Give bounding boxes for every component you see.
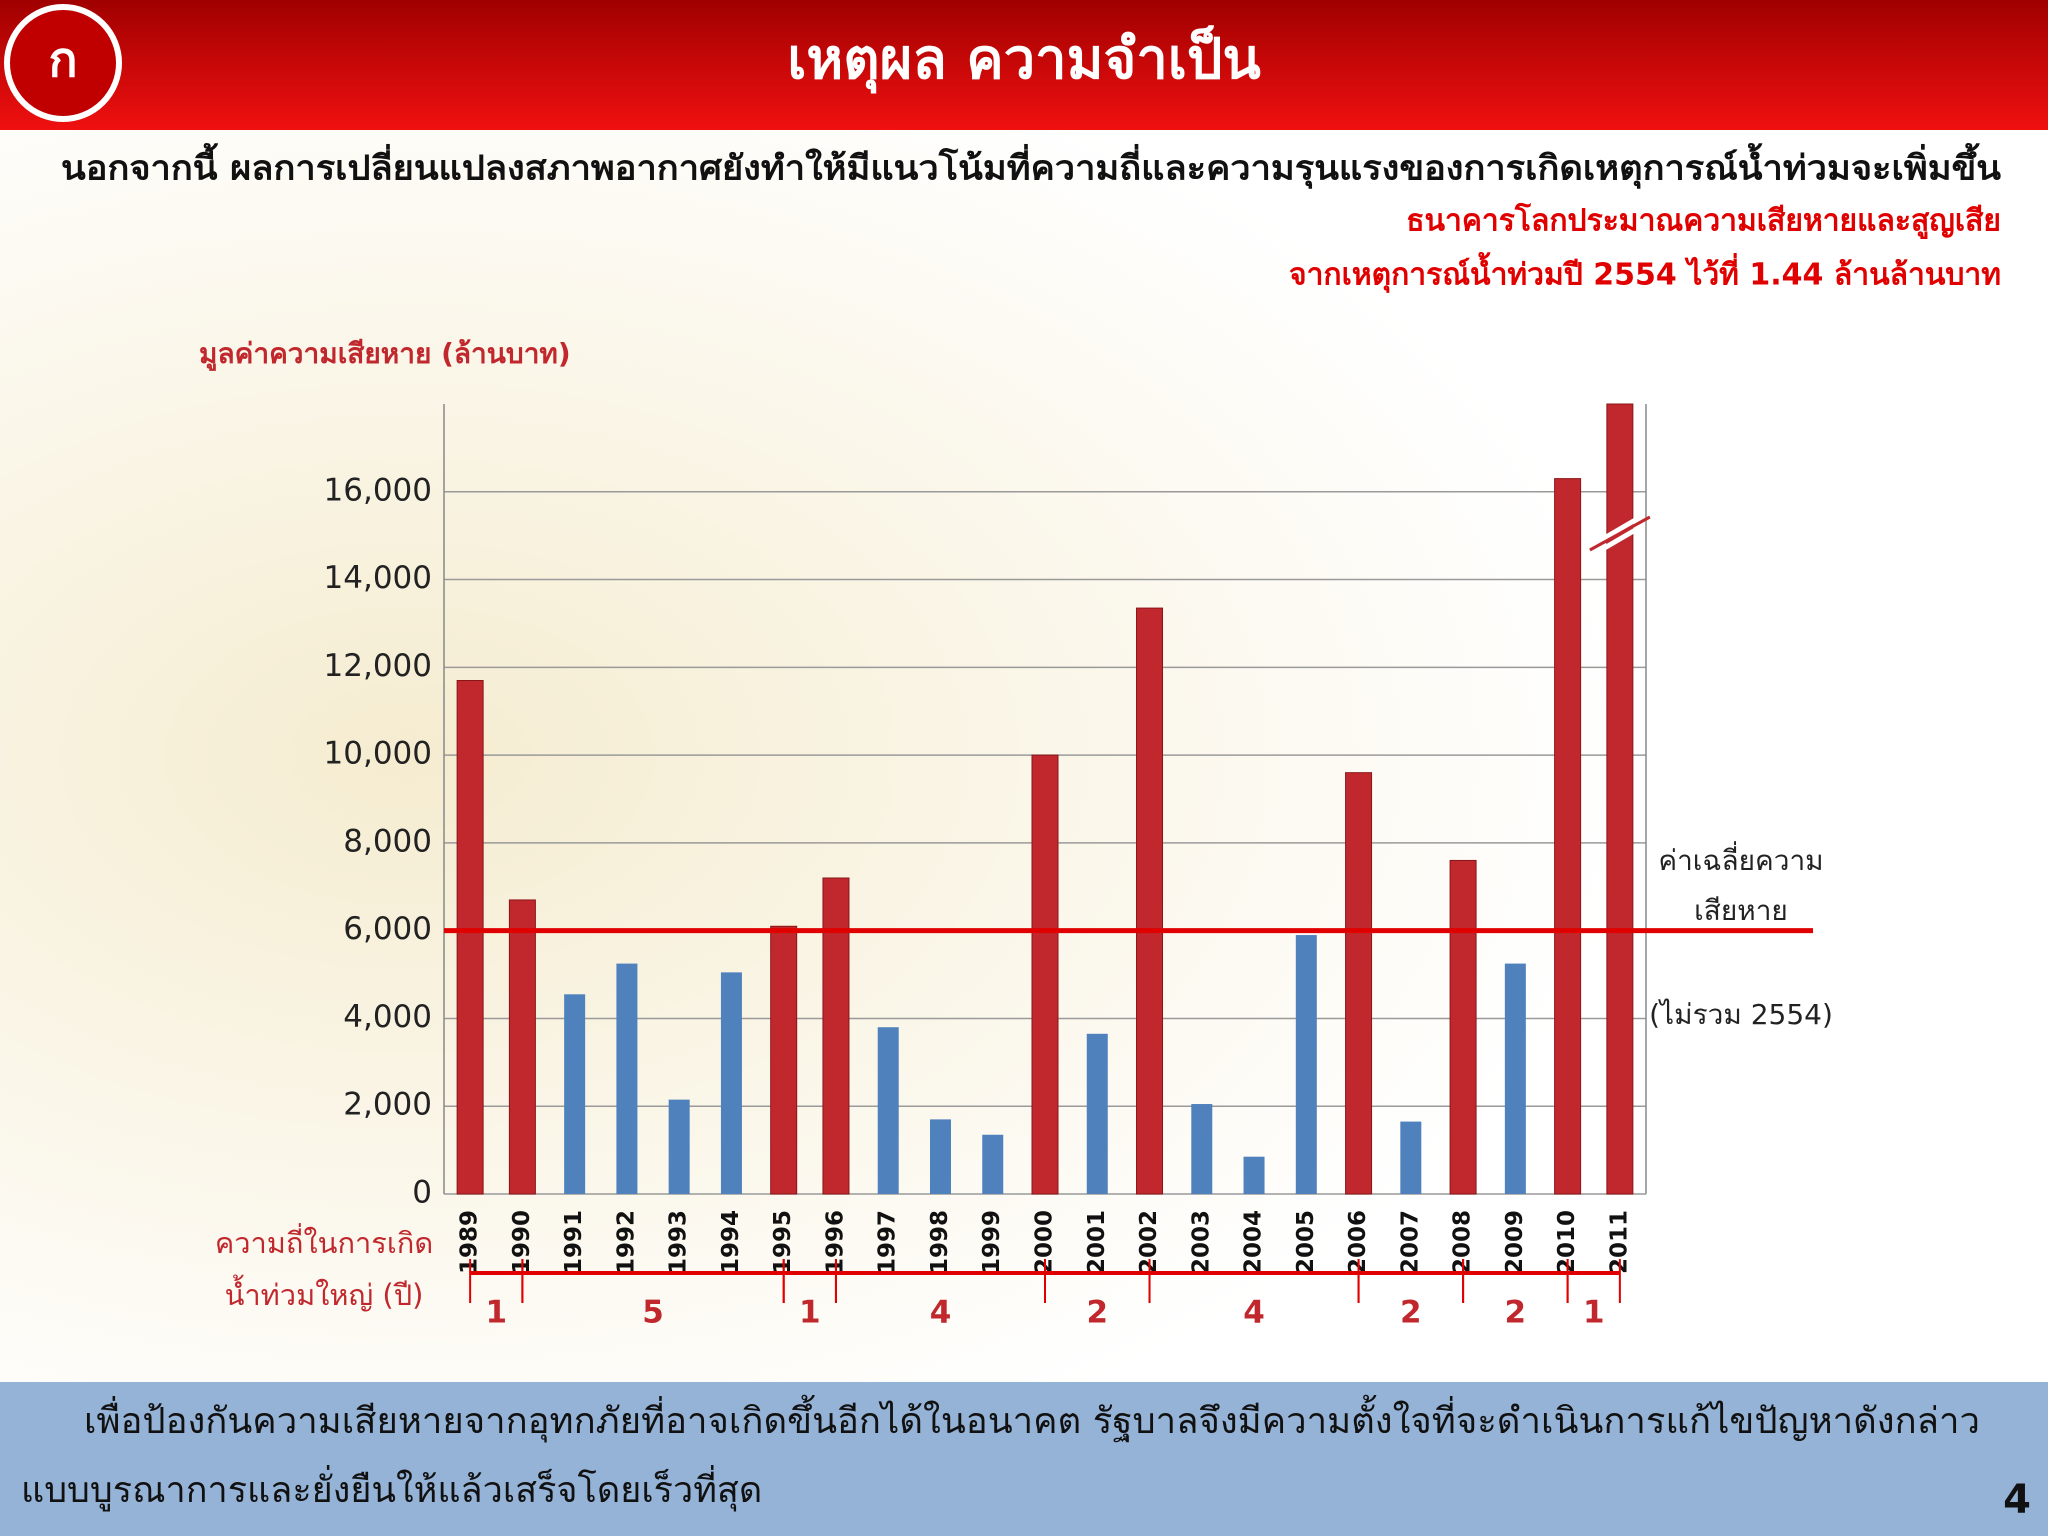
x-tick-label: 2009 [1502,1210,1528,1274]
badge-text: ก [48,32,77,88]
bar [1504,963,1526,1194]
note-line: จากเหตุการณ์น้ำท่วมปี 2554 ไว้ที่ 1.44 ล… [1289,252,2001,294]
bar [1400,1121,1422,1194]
background [0,130,2048,1382]
interval-years: 4 [1243,1295,1265,1331]
bar [456,680,484,1195]
axis-break [1594,512,1646,546]
y-tick-label: 4,000 [343,999,432,1035]
bar [1449,859,1477,1195]
bar [1295,935,1317,1194]
x-tick-label: 1999 [979,1210,1005,1274]
bar [1191,1104,1213,1194]
frequency-label: น้ำท่วมใหญ่ (ปี) [225,1274,424,1312]
bar [929,1119,951,1194]
x-tick-label: 2001 [1084,1210,1110,1274]
bar [616,963,638,1194]
reference-note: (ไม่รวม 2554) [1649,998,1833,1031]
x-tick-label: 1993 [666,1210,692,1274]
x-tick-label: 1992 [613,1210,639,1274]
interval-years: 2 [1505,1295,1527,1331]
y-tick-label: 12,000 [324,648,432,684]
x-tick-label: 1997 [875,1210,901,1274]
bar [822,877,850,1195]
interval-years: 4 [930,1295,952,1331]
note-line: ธนาคารโลกประมาณความเสียหายและสูญเสีย [1406,202,2001,240]
y-tick-label: 10,000 [324,736,432,772]
bar [1031,754,1059,1195]
bar [770,925,798,1195]
y-axis-label: มูลค่าความเสียหาย (ล้านบาท) [199,337,571,371]
bar [982,1134,1004,1194]
axis-break [1589,515,1651,552]
slide-title: เหตุผล ความจำเป็น [787,24,1261,94]
interval-years: 1 [1583,1295,1605,1331]
bar [877,1027,899,1194]
bar [668,1099,690,1194]
x-tick-label: 2007 [1397,1210,1423,1274]
page-number: 4 [2003,1477,2031,1523]
interval-years: 2 [1086,1295,1108,1331]
badge [4,4,122,122]
reference-label: เสียหาย [1694,894,1788,927]
x-tick-label: 2004 [1241,1210,1267,1274]
axis-break [1594,522,1646,556]
reference-label: ค่าเฉลี่ยความ [1658,841,1823,877]
header-bar [0,0,2048,130]
bar [1345,772,1373,1195]
y-tick-label: 0 [412,1175,432,1211]
bar [508,899,536,1195]
bar [1086,1033,1108,1194]
y-tick-label: 2,000 [343,1087,432,1123]
y-tick-label: 16,000 [324,472,432,508]
interval-years: 5 [642,1295,664,1331]
x-tick-label: 1994 [718,1210,744,1274]
x-tick-label: 1998 [927,1210,953,1274]
intro-text: นอกจากนี้ ผลการเปลี่ยนแปลงสภาพอากาศยังทำ… [61,143,2001,190]
conclusion-line: แบบบูรณาการและยั่งยืนให้แล้วเสร็จโดยเร็ว… [21,1465,762,1512]
conclusion-box [0,1382,2048,1536]
frequency-label: ความถี่ในการเกิด [215,1223,433,1260]
conclusion-line: เพื่อป้องกันความเสียหายจากอุทกภัยที่อาจเ… [84,1394,1980,1443]
interval-years: 1 [799,1295,821,1331]
x-tick-label: 2005 [1293,1210,1319,1274]
interval-years: 2 [1400,1295,1422,1331]
bar [564,994,586,1194]
bar [720,972,742,1194]
bar [1136,607,1164,1195]
y-tick-label: 6,000 [343,911,432,947]
x-tick-label: 2003 [1188,1210,1214,1274]
y-tick-label: 8,000 [343,823,432,859]
bar [1554,478,1582,1195]
bar [1243,1156,1265,1194]
x-tick-label: 1991 [561,1210,587,1274]
y-tick-label: 14,000 [324,560,432,596]
interval-years: 1 [485,1295,507,1331]
